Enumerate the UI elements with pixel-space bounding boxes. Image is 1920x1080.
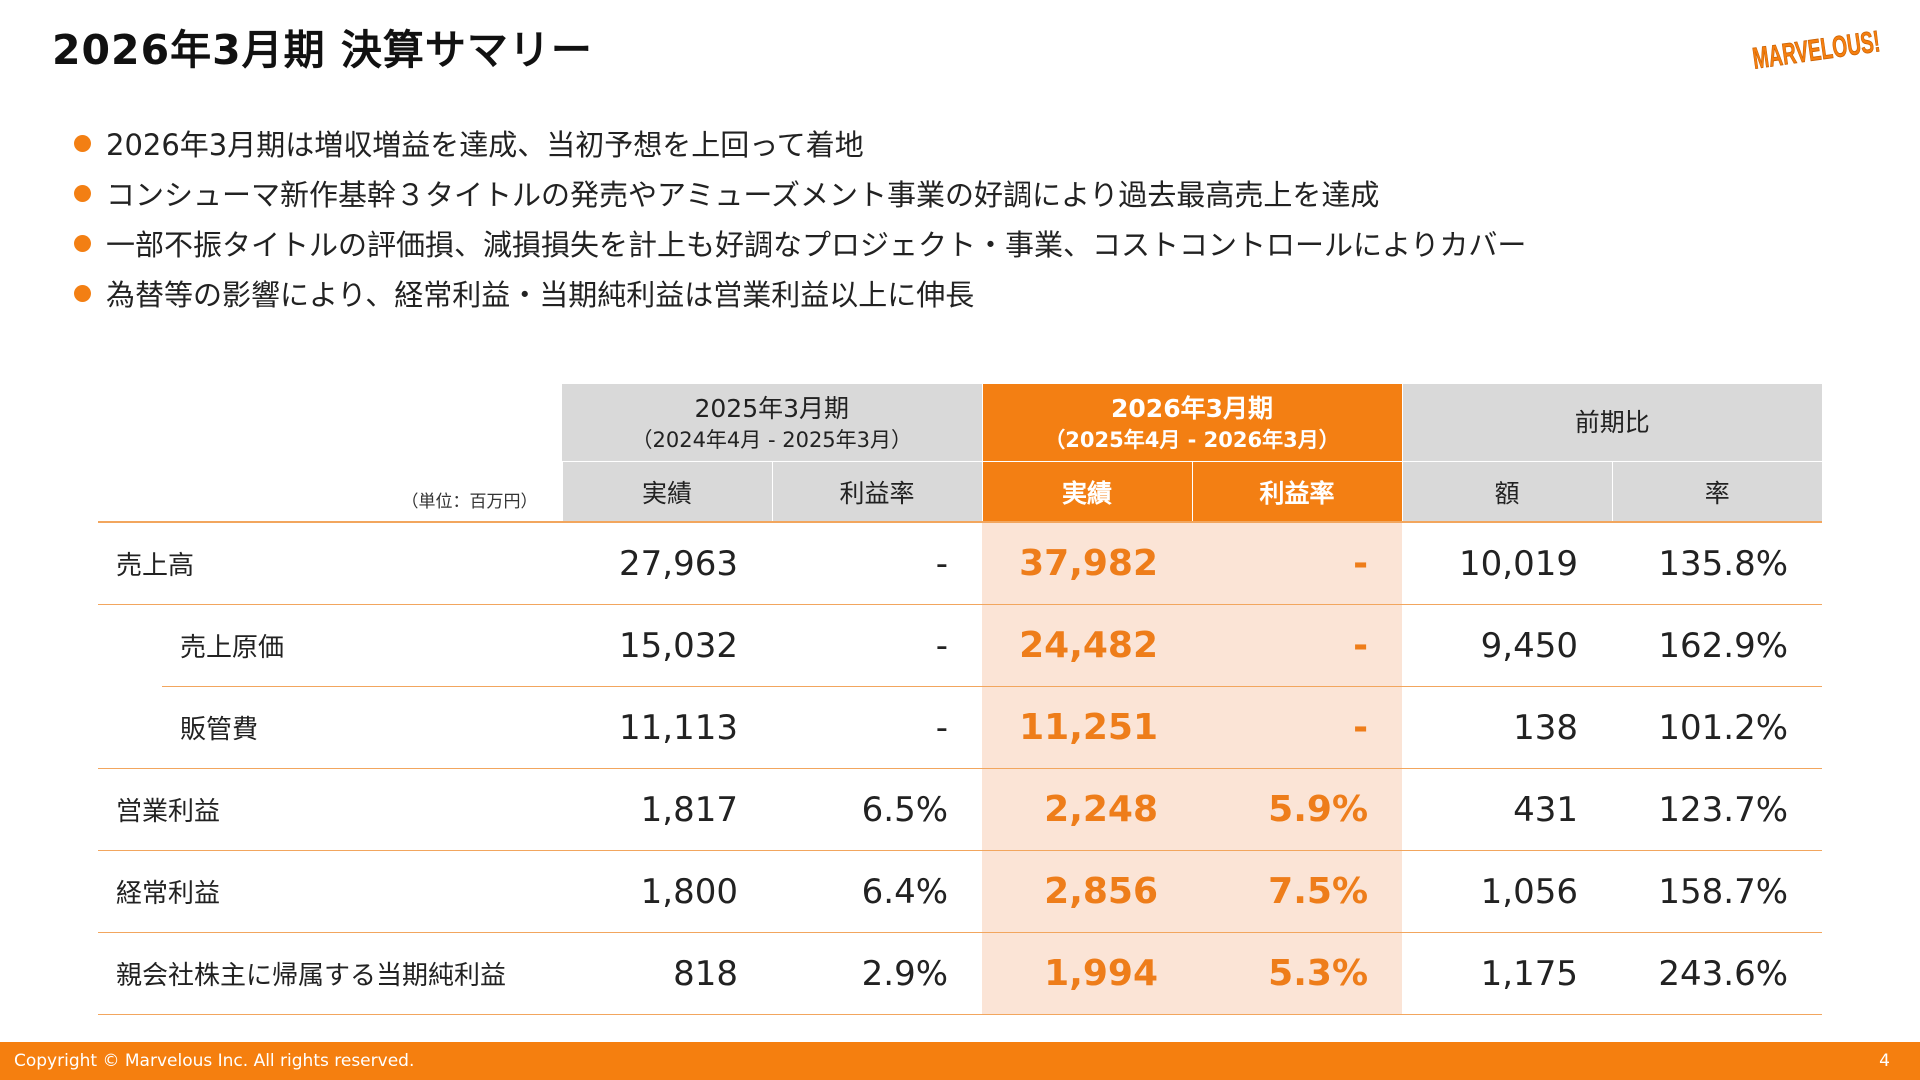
header-compare: 前期比: [1401, 384, 1823, 462]
row-label: 売上原価: [162, 604, 562, 687]
cell-diff-amount: 431: [1402, 768, 1613, 851]
cell-prev-actual: 27,963: [562, 521, 772, 605]
bullet-dot-icon: [74, 284, 91, 302]
prev-period-title: 2025年3月期: [694, 393, 850, 423]
table-row-net-income: 親会社株主に帰属する当期純利益 818 2.9% 1,994 5.3% 1,17…: [98, 932, 1823, 1015]
cell-current-margin: 7.5%: [1192, 850, 1403, 933]
header-prev-period: 2025年3月期 （2024年4月 - 2025年3月）: [562, 384, 983, 462]
cell-prev-actual: 15,032: [562, 604, 772, 687]
cell-diff-rate: 243.6%: [1612, 932, 1823, 1015]
indent-spacer: [98, 605, 162, 687]
cell-current-margin: 5.9%: [1192, 768, 1403, 851]
copyright-text: Copyright © Marvelous Inc. All rights re…: [14, 1051, 415, 1071]
table-row-ordinary-income: 経常利益 1,800 6.4% 2,856 7.5% 1,056 158.7%: [98, 850, 1823, 933]
table-row-operating-income: 営業利益 1,817 6.5% 2,248 5.9% 431 123.7%: [98, 768, 1823, 851]
bullet-item: 2026年3月期は増収増益を達成、当初予想を上回って着地: [74, 118, 1526, 168]
cell-current-margin: -: [1192, 604, 1403, 687]
cell-prev-margin: 2.9%: [772, 932, 983, 1015]
bullet-text: コンシューマ新作基幹３タイトルの発売やアミューズメント事業の好調により過去最高売…: [106, 178, 1380, 212]
unit-label: （単位：百万円）: [401, 492, 538, 512]
cell-diff-amount: 138: [1402, 686, 1613, 769]
bullet-dot-icon: [74, 134, 91, 152]
table-row-sga: 販管費 11,113 - 11,251 - 138 101.2%: [98, 686, 1823, 769]
subheader-diff-amount: 額: [1401, 461, 1613, 522]
subheader-prev-actual: 実績: [561, 461, 772, 522]
subheader-prev-margin: 利益率: [771, 461, 983, 522]
row-label: 売上高: [98, 521, 562, 605]
page-number: 4: [1879, 1051, 1890, 1071]
row-label: 経常利益: [98, 850, 562, 933]
row-label: 営業利益: [98, 768, 562, 851]
cell-current-margin: -: [1192, 521, 1403, 605]
summary-bullets: 2026年3月期は増収増益を達成、当初予想を上回って着地 コンシューマ新作基幹３…: [74, 118, 1526, 318]
subheader-current-margin: 利益率: [1191, 461, 1403, 522]
bullet-text: 2026年3月期は増収増益を達成、当初予想を上回って着地: [106, 128, 864, 162]
financial-summary-table: 2025年3月期 （2024年4月 - 2025年3月） 2026年3月期 （2…: [98, 384, 1823, 1015]
cell-diff-rate: 135.8%: [1612, 521, 1823, 605]
subheader-current-actual: 実績: [981, 461, 1193, 522]
current-period-title: 2026年3月期: [1111, 393, 1273, 423]
cell-prev-actual: 1,817: [562, 768, 772, 851]
cell-prev-actual: 1,800: [562, 850, 772, 933]
row-label: 親会社株主に帰属する当期純利益: [98, 932, 562, 1015]
cell-diff-amount: 9,450: [1402, 604, 1613, 687]
table-row-cost-of-sales: 売上原価 15,032 - 24,482 - 9,450 162.9%: [98, 604, 1823, 687]
cell-current-actual: 2,248: [982, 768, 1193, 851]
cell-prev-margin: 6.5%: [772, 768, 983, 851]
cell-current-margin: 5.3%: [1192, 932, 1403, 1015]
cell-diff-rate: 162.9%: [1612, 604, 1823, 687]
cell-diff-rate: 123.7%: [1612, 768, 1823, 851]
bullet-text: 一部不振タイトルの評価損、減損損失を計上も好調なプロジェクト・事業、コストコント…: [106, 228, 1527, 262]
table-row-sales: 売上高 27,963 - 37,982 - 10,019 135.8%: [98, 521, 1823, 605]
prev-period-range: （2024年4月 - 2025年3月）: [631, 427, 913, 452]
cell-current-actual: 11,251: [982, 686, 1193, 769]
bullet-item: 為替等の影響により、経常利益・当期純利益は営業利益以上に伸長: [74, 268, 1526, 318]
row-label: 販管費: [162, 686, 562, 769]
header-current-period: 2026年3月期 （2025年4月 - 2026年3月）: [981, 384, 1403, 462]
cell-prev-margin: -: [772, 521, 983, 605]
cell-diff-amount: 1,175: [1402, 932, 1613, 1015]
cell-diff-rate: 158.7%: [1612, 850, 1823, 933]
cell-prev-margin: -: [772, 604, 983, 687]
bullet-item: コンシューマ新作基幹３タイトルの発売やアミューズメント事業の好調により過去最高売…: [74, 168, 1526, 218]
bullet-dot-icon: [74, 234, 91, 252]
cell-prev-margin: 6.4%: [772, 850, 983, 933]
cell-current-actual: 1,994: [982, 932, 1193, 1015]
cell-diff-amount: 10,019: [1402, 521, 1613, 605]
bullet-text: 為替等の影響により、経常利益・当期純利益は営業利益以上に伸長: [106, 278, 975, 312]
cell-current-actual: 37,982: [982, 521, 1193, 605]
logo-text: MARVELOUS!: [1751, 25, 1882, 75]
cell-diff-amount: 1,056: [1402, 850, 1613, 933]
bullet-dot-icon: [74, 184, 91, 202]
cell-current-actual: 24,482: [982, 604, 1193, 687]
cell-prev-actual: 818: [562, 932, 772, 1015]
bullet-item: 一部不振タイトルの評価損、減損損失を計上も好調なプロジェクト・事業、コストコント…: [74, 218, 1526, 268]
marvelous-logo: MARVELOUS!: [1750, 25, 1882, 76]
cell-prev-actual: 11,113: [562, 686, 772, 769]
current-period-range: （2025年4月 - 2026年3月）: [1044, 427, 1340, 452]
cell-current-margin: -: [1192, 686, 1403, 769]
footer-bar: Copyright © Marvelous Inc. All rights re…: [0, 1042, 1920, 1080]
cell-prev-margin: -: [772, 686, 983, 769]
page-title: 2026年3月期 決算サマリー: [52, 26, 593, 74]
cell-diff-rate: 101.2%: [1612, 686, 1823, 769]
header-blank: [98, 384, 562, 462]
indent-spacer: [98, 686, 162, 769]
subheader-diff-rate: 率: [1611, 461, 1823, 522]
cell-current-actual: 2,856: [982, 850, 1193, 933]
compare-title: 前期比: [1574, 407, 1650, 437]
